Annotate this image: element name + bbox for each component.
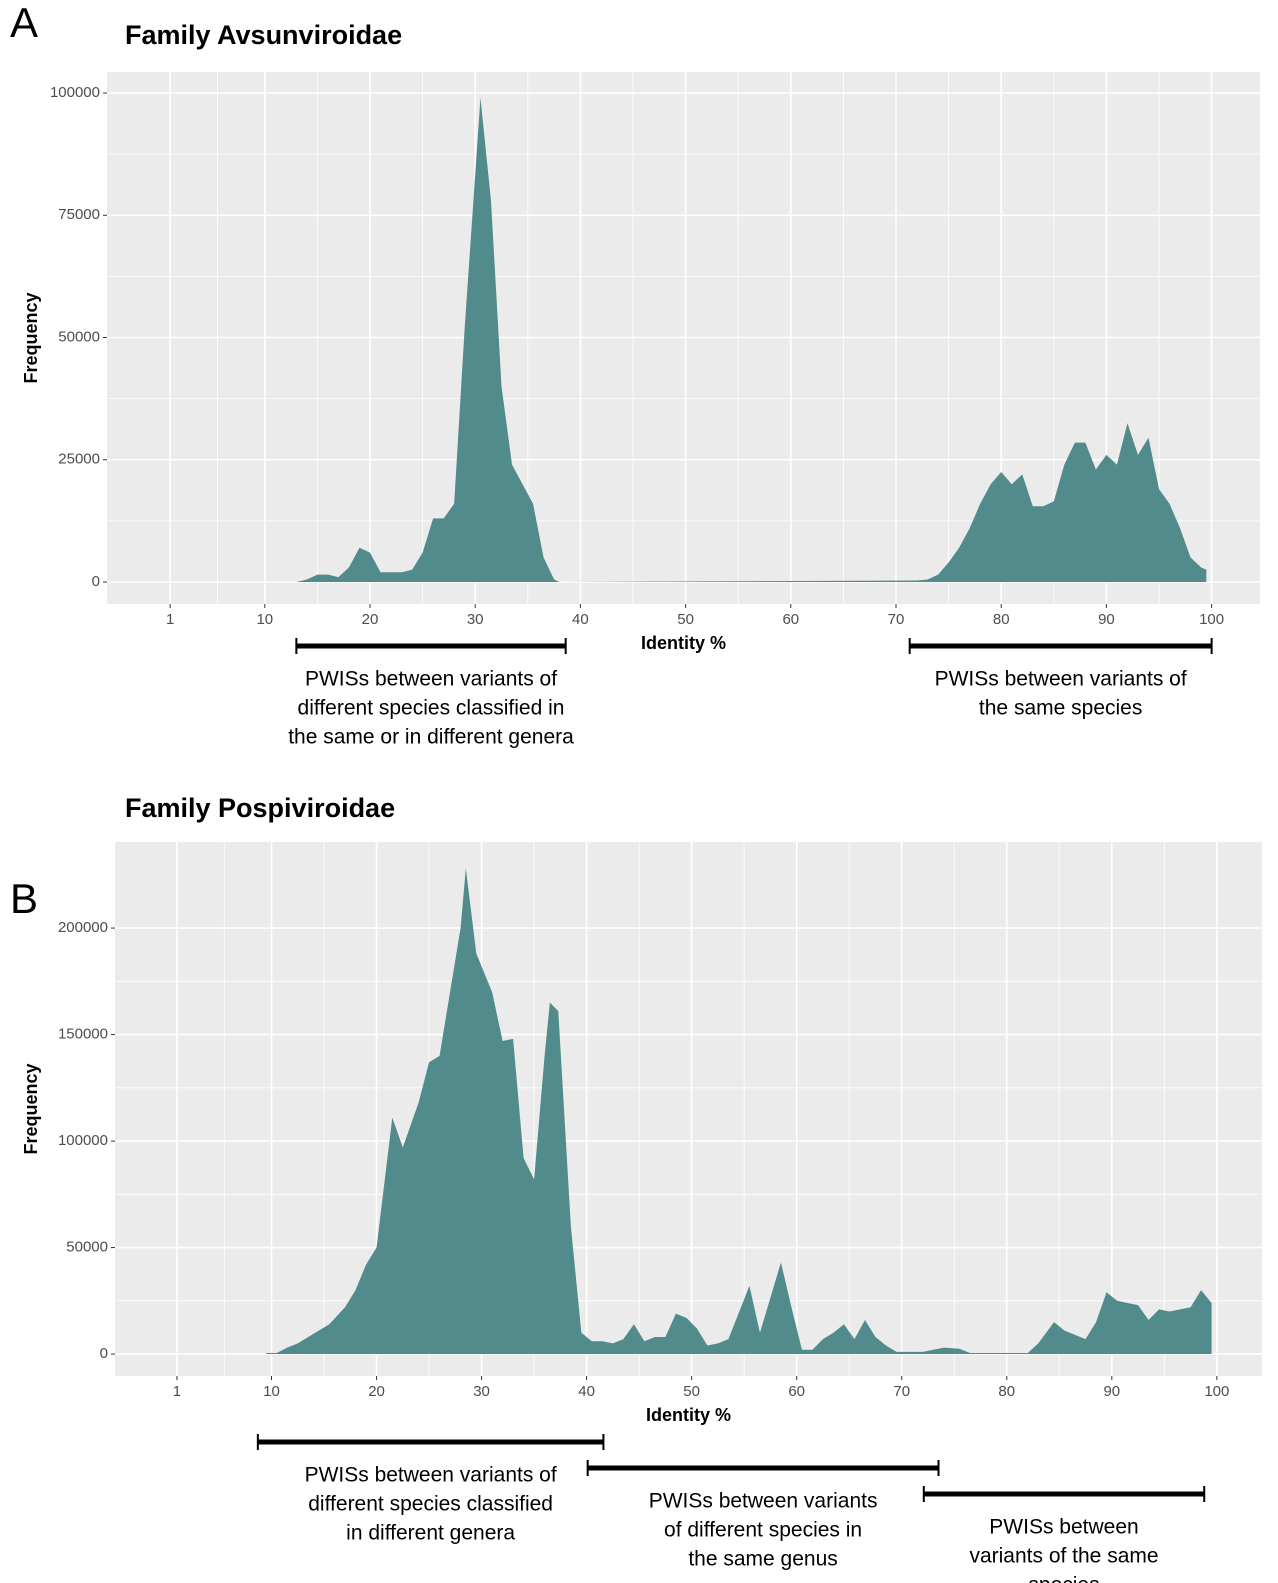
annotation-text: the same species: [979, 697, 1142, 720]
y-tick-label: 100000: [58, 1132, 108, 1149]
annotation-text: PWISs between: [989, 1516, 1138, 1539]
y-tick-label: 75000: [58, 206, 100, 223]
annotation-text: different species classified: [308, 1493, 553, 1516]
annotation-text: PWISs between variants of: [305, 1464, 557, 1487]
annotation-text: PWISs between variants: [649, 1490, 878, 1513]
y-axis-title: Frequency: [21, 292, 41, 383]
annotation-text: PWISs between variants of: [305, 668, 557, 691]
x-tick-label: 10: [256, 611, 273, 628]
annotation-text: different species classified in: [298, 697, 565, 720]
y-tick-label: 100000: [50, 84, 100, 101]
panel-label: A: [10, 0, 38, 46]
x-tick-label: 90: [1098, 611, 1115, 628]
x-tick-label: 1: [173, 1383, 181, 1400]
x-tick-label: 60: [788, 1383, 805, 1400]
x-tick-label: 10: [263, 1383, 280, 1400]
chart-title: Family Avsunviroidae: [125, 20, 402, 50]
x-tick-label: 50: [677, 611, 694, 628]
chart-title: Family Pospiviroidae: [125, 793, 395, 823]
y-tick-label: 25000: [58, 451, 100, 468]
area: [296, 97, 1207, 582]
x-axis-title: Identity %: [641, 633, 726, 653]
y-axis-title: Frequency: [21, 1063, 41, 1154]
x-tick-label: 1: [166, 611, 174, 628]
annotation-text: species: [1028, 1574, 1099, 1583]
y-tick-label: 150000: [58, 1026, 108, 1043]
x-tick-label: 60: [782, 611, 799, 628]
x-tick-label: 70: [893, 1383, 910, 1400]
x-tick-label: 100: [1199, 611, 1224, 628]
x-tick-label: 100: [1204, 1383, 1229, 1400]
panel-label: B: [10, 875, 38, 922]
x-tick-label: 50: [683, 1383, 700, 1400]
annotation-text: the same or in different genera: [288, 726, 574, 749]
annotation-text: PWISs between variants of: [935, 668, 1187, 691]
x-tick-label: 80: [993, 611, 1010, 628]
x-tick-label: 30: [473, 1383, 490, 1400]
annotation-text: variants of the same: [969, 1545, 1158, 1568]
y-tick-label: 0: [92, 573, 100, 590]
x-tick-label: 30: [467, 611, 484, 628]
y-tick-label: 50000: [58, 328, 100, 345]
y-tick-label: 50000: [66, 1239, 108, 1256]
y-tick-label: 200000: [58, 919, 108, 936]
annotation-text: of different species in: [664, 1519, 862, 1542]
x-tick-label: 40: [572, 611, 589, 628]
x-tick-label: 90: [1103, 1383, 1120, 1400]
x-tick-label: 20: [368, 1383, 385, 1400]
y-tick-label: 0: [100, 1345, 108, 1362]
x-axis-title: Identity %: [646, 1405, 731, 1425]
x-tick-label: 40: [578, 1383, 595, 1400]
area: [266, 868, 1212, 1355]
annotation-text: the same genus: [688, 1548, 837, 1571]
plot-panel: [115, 842, 1262, 1376]
x-tick-label: 80: [998, 1383, 1015, 1400]
x-tick-label: 70: [888, 611, 905, 628]
x-tick-label: 20: [362, 611, 379, 628]
annotation-text: in different genera: [346, 1522, 515, 1545]
